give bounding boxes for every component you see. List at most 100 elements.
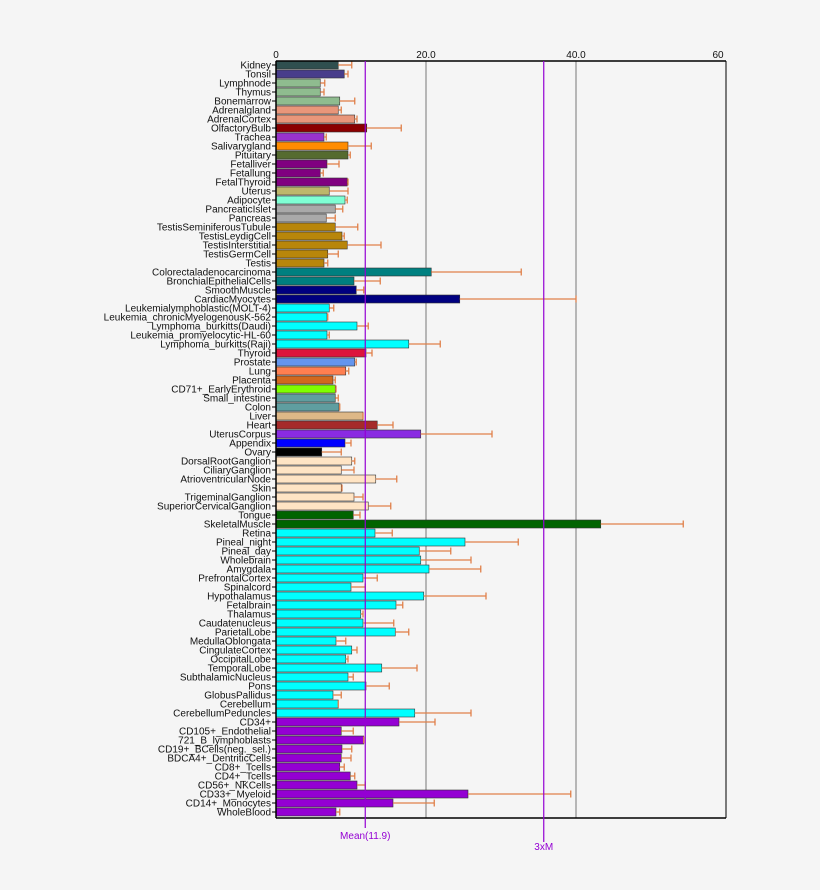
category-label: AdrenalCortex: [207, 115, 271, 126]
bar-TestisInterstitial: [275, 240, 348, 250]
bar-SkeletalMuscle: [275, 519, 602, 529]
bar-CardiacMyocytes: [275, 294, 461, 304]
bar-Kidney: [275, 60, 339, 70]
category-label: WholeBlood: [217, 808, 271, 819]
bar-Heart: [275, 420, 378, 430]
category-label: Tongue: [238, 511, 271, 522]
category-label: Amygdala: [227, 565, 272, 576]
bar-TemporalLobe: [275, 663, 383, 673]
category-label: CD56+_NKCells: [198, 781, 271, 792]
bar-Pineal_day: [275, 546, 420, 556]
bar-Cerebellum: [275, 699, 339, 709]
bar-Thymus: [275, 87, 321, 97]
bar-Amygdala: [275, 564, 430, 574]
category-label: GlobusPallidus: [204, 691, 271, 702]
bar-Testis: [275, 258, 325, 268]
bar-CD71+_EarlyErythroid: [275, 384, 336, 394]
category-label: TestisLeydigCell: [199, 232, 271, 243]
x-tick-label: 0: [273, 50, 279, 61]
bar-CiliaryGanglion: [275, 465, 342, 475]
bar-GlobusPallidus: [275, 690, 334, 700]
bar-TestisSeminiferousTubule: [275, 222, 336, 232]
category-label: CD19+_BCells(neg._sel.): [158, 745, 271, 756]
bar-Prostate: [275, 357, 356, 367]
category-label: TestisInterstitial: [203, 241, 271, 252]
category-label: Testis: [245, 259, 271, 270]
category-label: TestisSeminiferousTubule: [157, 223, 272, 234]
bar-DorsalRootGanglion: [275, 456, 353, 466]
bar-CD19+_BCells(neg._sel.): [275, 744, 343, 754]
bar-Liver: [275, 411, 364, 421]
bar-OccipitalLobe: [275, 654, 347, 664]
bar-CD56+_NKCells: [275, 780, 358, 790]
bar-Thyroid: [275, 348, 367, 358]
category-label: CerebellumPeduncles: [173, 709, 271, 720]
bar-TestisLeydigCell: [275, 231, 343, 241]
bar-CerebellumPeduncles: [275, 708, 416, 718]
bar-Bonemarrow: [275, 96, 341, 106]
bar-Colon: [275, 402, 340, 412]
category-label: Small_intestine: [203, 394, 271, 405]
bar-ParietalLobe: [275, 627, 396, 637]
category-label: Hypothalamus: [207, 592, 271, 603]
category-label: OccipitalLobe: [210, 655, 271, 666]
bar-CD34+: [275, 717, 400, 727]
category-label: CingulateCortex: [199, 646, 271, 657]
category-label: CD14+_Monocytes: [186, 799, 271, 810]
bar-Lung: [275, 366, 347, 376]
category-label: Spinalcord: [224, 583, 271, 594]
category-label: SuperiorCervicalGanglion: [157, 502, 271, 513]
category-label: Liver: [249, 412, 271, 423]
reference-line-label: Mean(11.9): [340, 831, 390, 842]
category-label: Lung: [249, 367, 271, 378]
bar-TrigeminalGanglion: [275, 492, 355, 502]
bar-UterusCorpus: [275, 429, 422, 439]
bar-SubthalamicNucleus: [275, 672, 349, 682]
category-label: Pineal_day: [222, 547, 271, 558]
bar-MedullaOblongata: [275, 636, 337, 646]
category-label: PancreaticIslet: [205, 205, 271, 216]
category-label: Fetallung: [230, 169, 271, 180]
bar-Lymphnode: [275, 78, 321, 88]
category-label: TrigeminalGanglion: [185, 493, 271, 504]
bar-721_B_lymphoblasts: [275, 735, 365, 745]
bar-AdrenalCortex: [275, 114, 356, 124]
category-label: FetalThyroid: [215, 178, 271, 189]
category-label: Skin: [252, 484, 271, 495]
category-label: CD33+_Myeloid: [200, 790, 271, 801]
category-label: CD8+_Tcells: [215, 763, 271, 774]
bar-BDCA4+_DentriticCells: [275, 753, 342, 763]
category-label: Adrenalgland: [212, 106, 271, 117]
category-label: TestisGermCell: [203, 250, 271, 261]
category-label: BDCA4+_DentriticCells: [167, 754, 271, 765]
x-tick-label: 60: [712, 50, 724, 61]
grid-lines: [425, 61, 577, 818]
category-label: Pancreas: [229, 214, 271, 225]
bar-Lymphoma_burkitts(Daudi): [275, 321, 358, 331]
x-tick-label: 20.0: [416, 50, 436, 61]
bar-PancreaticIslet: [275, 204, 336, 214]
bar-SuperiorCervicalGanglion: [275, 501, 369, 511]
category-label: CD4+_Tcells: [215, 772, 271, 783]
category-label: PrefrontalCortex: [198, 574, 271, 585]
category-label: Uterus: [242, 187, 271, 198]
category-label: CiliaryGanglion: [203, 466, 271, 477]
category-label: Trachea: [235, 133, 272, 144]
category-label: Cerebellum: [220, 700, 271, 711]
bar-Placenta: [275, 375, 334, 385]
bars: [275, 60, 602, 817]
bar-Small_intestine: [275, 393, 336, 403]
bar-Pons: [275, 681, 367, 691]
bar-CD14+_Monocytes: [275, 798, 394, 808]
category-label: Appendix: [229, 439, 271, 450]
category-label: MedullaOblongata: [190, 637, 272, 648]
bar-Uterus: [275, 186, 330, 196]
bar-Appendix: [275, 438, 346, 448]
bar-Tonsil: [275, 69, 345, 79]
bar-Leukemia_promyelocytic-HL-60: [275, 330, 328, 340]
category-label: Thyroid: [238, 349, 271, 360]
category-label: SmoothMuscle: [205, 286, 272, 297]
bar-CD33+_Myeloid: [275, 789, 469, 799]
category-label: TemporalLobe: [208, 664, 272, 675]
category-label: Pineal_night: [216, 538, 271, 549]
